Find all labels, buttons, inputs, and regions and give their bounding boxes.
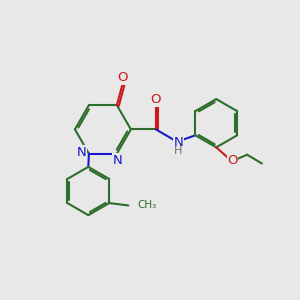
Text: N: N bbox=[77, 146, 86, 159]
Text: H: H bbox=[174, 146, 183, 156]
Text: CH₃: CH₃ bbox=[138, 200, 157, 210]
Text: O: O bbox=[227, 154, 238, 167]
Text: O: O bbox=[117, 71, 127, 84]
Text: N: N bbox=[112, 154, 122, 166]
Text: O: O bbox=[151, 93, 161, 106]
Text: N: N bbox=[174, 136, 183, 149]
